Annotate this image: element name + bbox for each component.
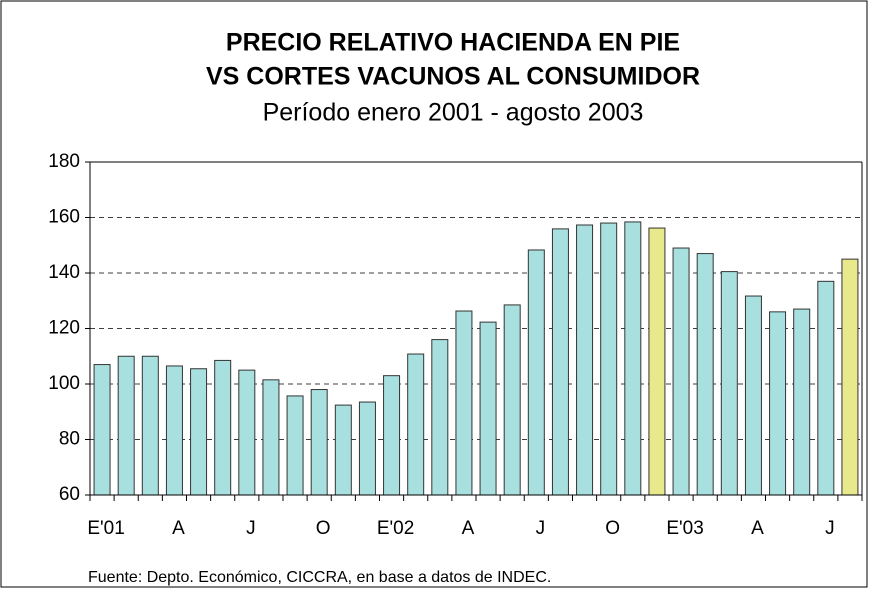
- source-note: Fuente: Depto. Económico, CICCRA, en bas…: [88, 569, 551, 586]
- y-tick-label: 60: [59, 484, 80, 505]
- x-tick-label: O: [316, 518, 331, 539]
- bar: [238, 369, 256, 496]
- bar: [383, 375, 401, 496]
- x-tick-label: A: [172, 518, 185, 539]
- bar: [479, 321, 497, 496]
- y-tick-label: 180: [48, 151, 80, 172]
- x-tick-label: E'02: [377, 518, 414, 539]
- bar: [455, 310, 473, 496]
- bar: [407, 353, 425, 496]
- bar: [334, 404, 352, 496]
- x-tick-label: J: [536, 518, 546, 539]
- bar: [841, 258, 859, 496]
- x-tick-label: A: [462, 518, 475, 539]
- y-tick-label: 80: [59, 429, 80, 450]
- x-tick-label: J: [825, 518, 835, 539]
- bar: [624, 221, 642, 496]
- bar: [503, 304, 521, 496]
- bar: [141, 355, 159, 496]
- bar: [262, 379, 280, 496]
- bar: [431, 339, 449, 496]
- x-tick-label: O: [605, 518, 620, 539]
- x-tick-label: E'03: [666, 518, 703, 539]
- chart-subtitle: Período enero 2001 - agosto 2003: [263, 99, 644, 127]
- bar: [696, 253, 714, 496]
- x-tick-label: J: [246, 518, 256, 539]
- bar: [286, 395, 304, 496]
- y-tick-label: 160: [48, 207, 80, 228]
- bar: [744, 295, 762, 496]
- bar: [793, 308, 811, 496]
- bar: [672, 247, 690, 496]
- bar: [117, 355, 135, 496]
- bar: [600, 222, 618, 496]
- bar: [93, 364, 111, 496]
- chart-title: VS CORTES VACUNOS AL CONSUMIDOR: [206, 63, 700, 91]
- bar: [358, 401, 376, 496]
- bar: [190, 368, 208, 496]
- y-tick-label: 140: [48, 262, 80, 283]
- chart-title: PRECIO RELATIVO HACIENDA EN PIE: [226, 29, 680, 57]
- bar: [817, 280, 835, 496]
- bar: [165, 365, 183, 496]
- bar: [769, 311, 787, 496]
- y-tick-label: 120: [48, 318, 80, 339]
- bar: [648, 227, 666, 496]
- bar: [527, 249, 545, 496]
- bar: [310, 389, 328, 496]
- bar: [576, 224, 594, 496]
- y-tick-label: 100: [48, 373, 80, 394]
- x-tick-label: A: [751, 518, 764, 539]
- x-tick-label: E'01: [87, 518, 124, 539]
- bar: [551, 228, 569, 496]
- bar: [214, 359, 232, 496]
- bar: [720, 271, 738, 496]
